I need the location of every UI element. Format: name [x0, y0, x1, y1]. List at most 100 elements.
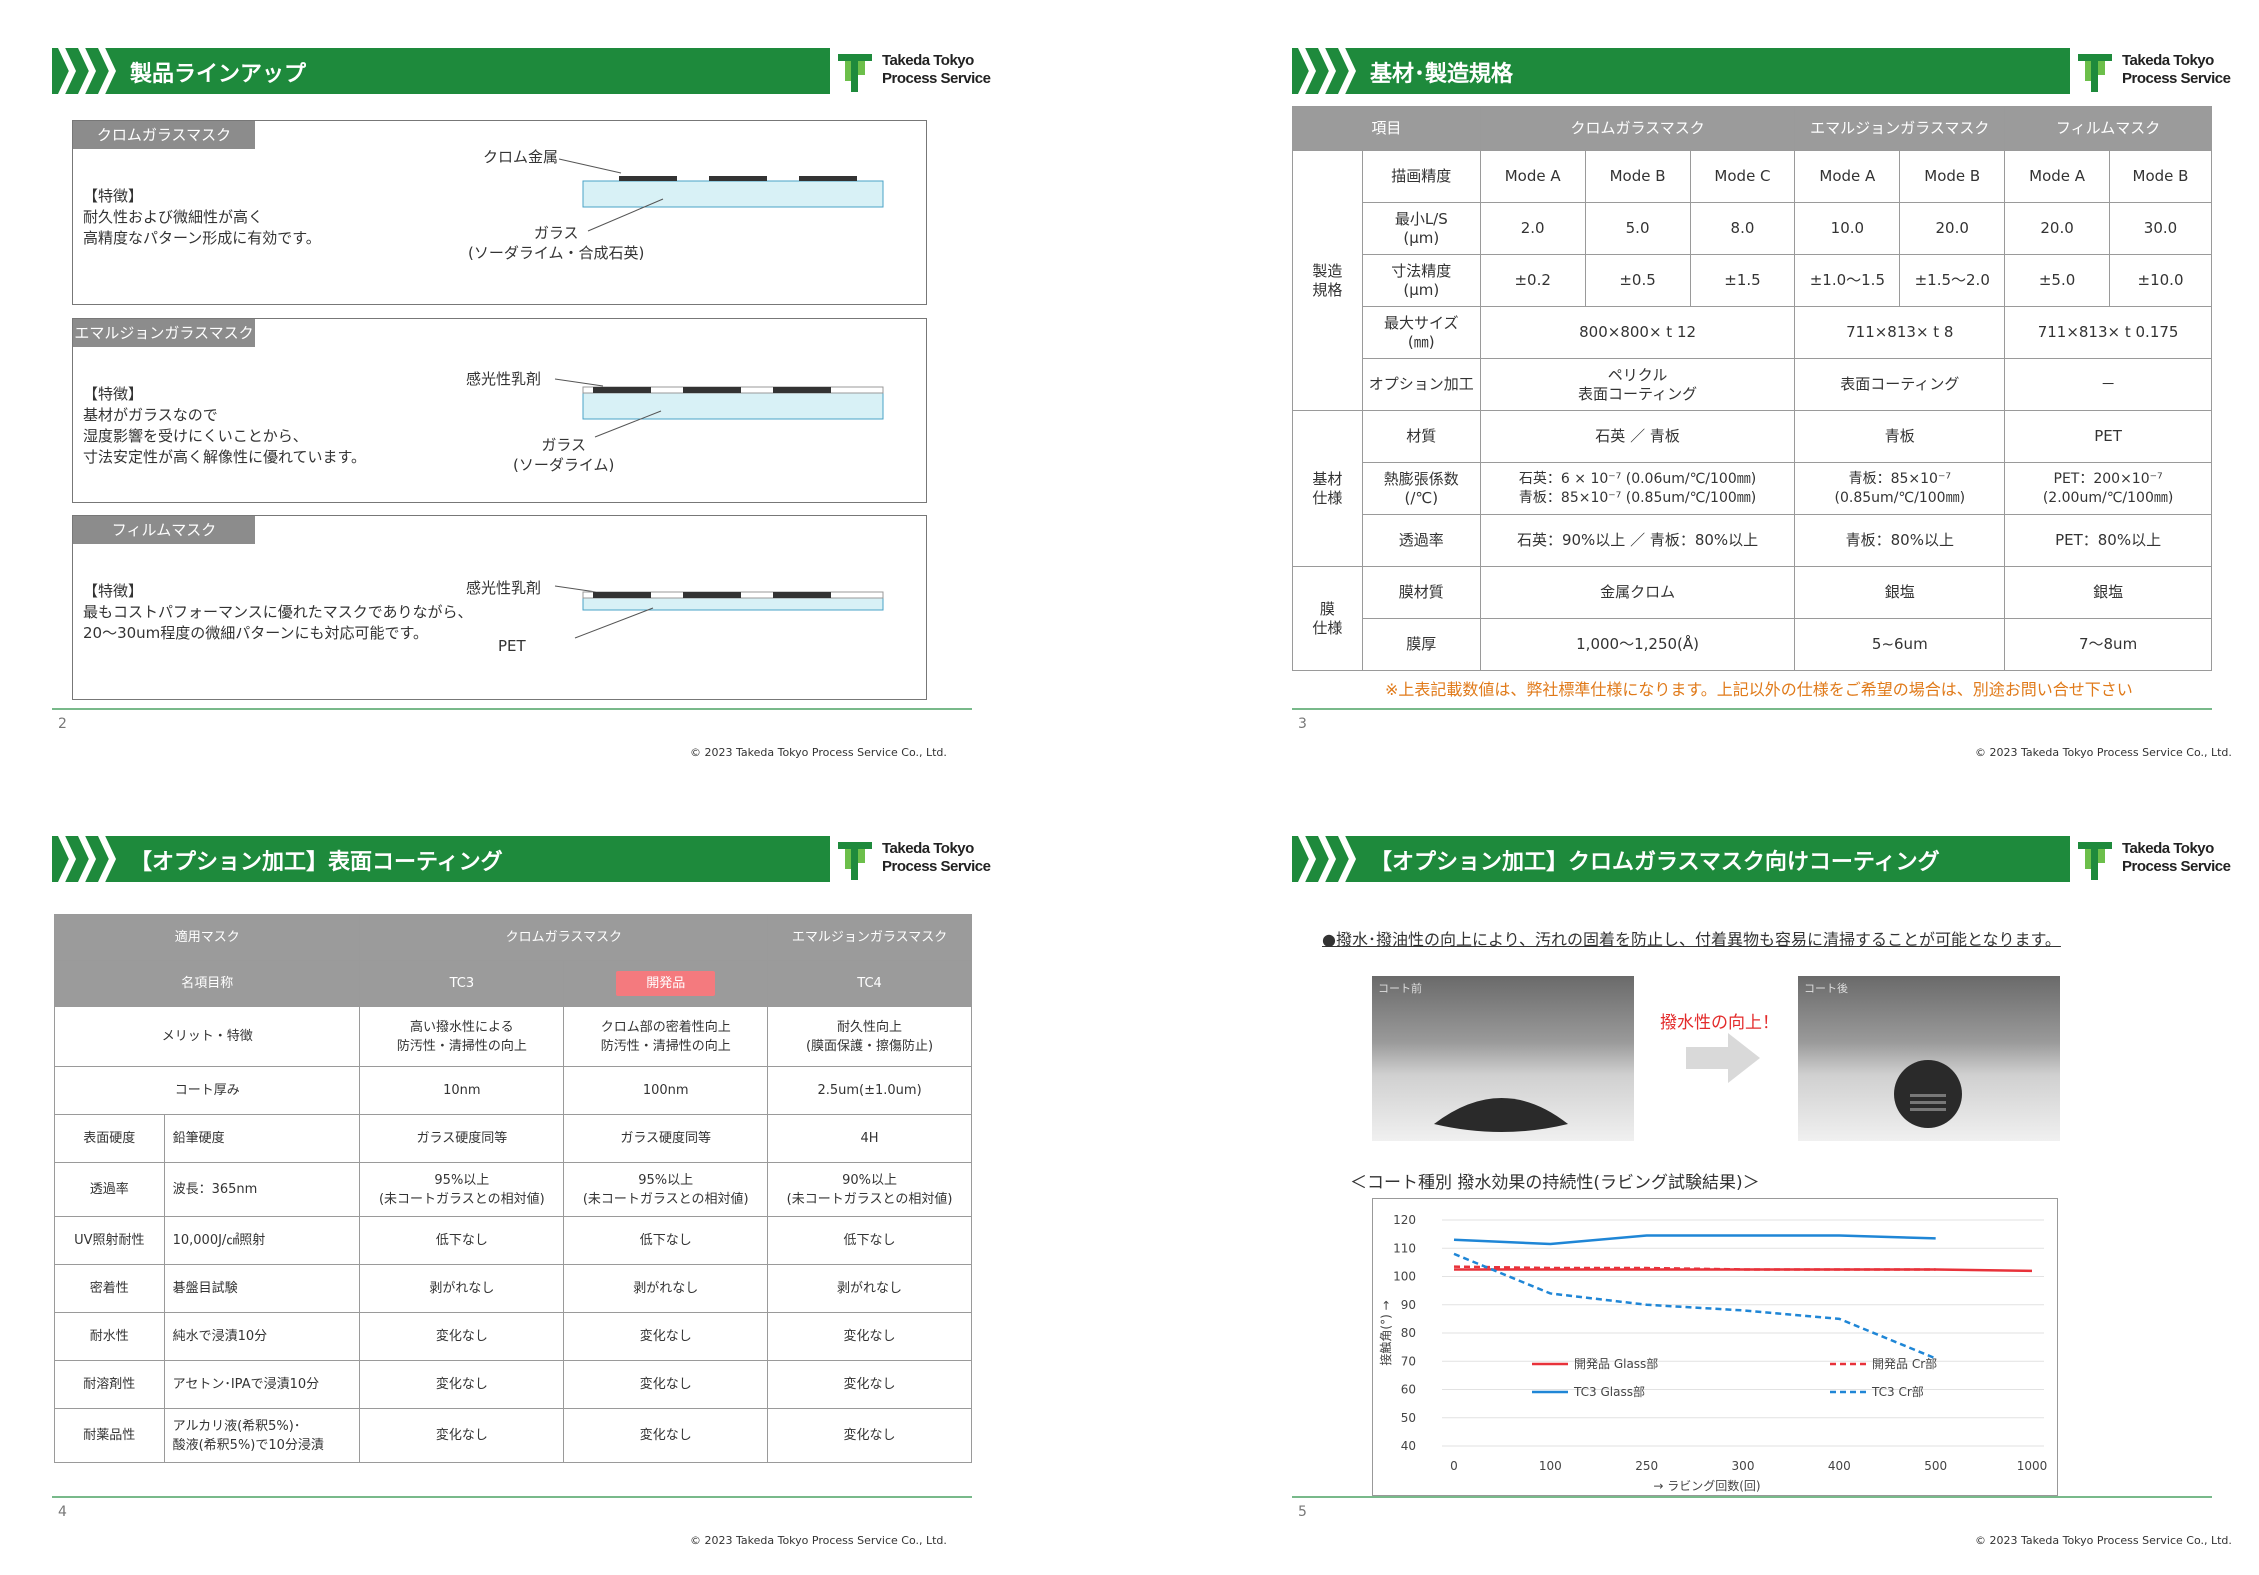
callout-label: 感光性乳剤 [466, 579, 542, 597]
copyright: © 2023 Takeda Tokyo Process Service Co.,… [1975, 746, 2232, 759]
group-label: 膜 仕様 [1292, 566, 1363, 671]
chevron-icon [98, 836, 116, 882]
row-label: 透過率 [54, 1162, 165, 1217]
series-line [1453, 1252, 1937, 1360]
table-header: クロムガラスマスク [359, 914, 769, 961]
row-label: 耐溶剤性 [54, 1360, 165, 1409]
logo-mark-icon [838, 54, 872, 92]
cell: 銀塩 [1794, 566, 2006, 619]
photo-label: コート前 [1378, 982, 1422, 995]
cell: 変化なし [359, 1312, 565, 1361]
cell: 青板 [1794, 410, 2006, 463]
cell: 青板：80%以上 [1794, 514, 2006, 567]
footer-line [1292, 708, 2212, 710]
cell: 5.0 [1584, 202, 1691, 255]
slide-header-bar: 【オプション加工】表面コーティング [52, 836, 982, 882]
row-label: 寸法精度 (μm) [1361, 254, 1481, 307]
chrome-mask-diagram [558, 158, 884, 232]
cell: 変化なし [359, 1360, 565, 1409]
logo-mark-icon [2078, 54, 2112, 92]
chevron-icon [1318, 48, 1336, 94]
chart-frame [1372, 1198, 2058, 1496]
y-tick-label: 80 [1401, 1326, 1416, 1340]
row-label: 膜材質 [1361, 566, 1481, 619]
cell: 変化なし [767, 1408, 972, 1463]
x-axis-label: → ラビング回数(回) [1653, 1478, 1760, 1493]
row-condition: アルカリ液(希釈5%)･ 酸液(希釈5%)で10分浸漬 [163, 1408, 361, 1463]
page-number: 4 [58, 1504, 67, 1520]
cell: ±0.2 [1479, 254, 1586, 307]
legend-label: TC3 Cr部 [1871, 1384, 1924, 1399]
product-box-chrome: クロムガラスマスク 【特徴】 耐久性および微細性が高く 高精度なパターン形成に有… [72, 120, 927, 305]
cell: 変化なし [563, 1360, 769, 1409]
row-label: 最大サイズ (㎜) [1361, 306, 1481, 359]
cell: クロム部の密着性向上 防汚性・清掃性の向上 [563, 1006, 769, 1067]
cell: ペリクル 表面コーティング [1479, 358, 1796, 411]
row-label: UV照射耐性 [54, 1216, 165, 1265]
callout-label: ガラス (ソーダライム) [513, 436, 615, 474]
x-tick-label: 500 [1924, 1459, 1947, 1473]
chevron-icon [1298, 48, 1316, 94]
page-number: 3 [1298, 716, 1307, 732]
y-tick-label: 40 [1401, 1439, 1416, 1453]
cell: Mode A [1794, 150, 1901, 203]
cell: 表面コーティング [1794, 358, 2006, 411]
row-label: 最小L/S (μm) [1361, 202, 1481, 255]
row-condition: アセトン･IPAで浸漬10分 [163, 1360, 361, 1409]
table-header: エマルジョンガラスマスク [1794, 106, 2006, 151]
table-header: TC3 [359, 960, 565, 1007]
cell: 711×813× t 8 [1794, 306, 2006, 359]
callout-label: ガラス (ソーダライム・合成石英) [468, 224, 645, 262]
row-label: 耐水性 [54, 1312, 165, 1361]
row-condition: 鉛筆硬度 [163, 1114, 361, 1163]
chevron-icon [1318, 836, 1336, 882]
callout-label: 感光性乳剤 [466, 370, 542, 388]
cell: 銀塩 [2004, 566, 2212, 619]
cell: ±10.0 [2109, 254, 2212, 307]
chevron-icon [78, 48, 96, 94]
spec-table: 項目 クロムガラスマスク エマルジョンガラスマスク フィルムマスク 製造 規格 … [1292, 106, 2212, 671]
cell: 30.0 [2109, 202, 2212, 255]
cell: 8.0 [1689, 202, 1796, 255]
slide-title: 基材･製造規格 [1370, 62, 1514, 87]
cell: 変化なし [767, 1312, 972, 1361]
table-header: クロムガラスマスク [1479, 106, 1796, 151]
cell: PET：200×10⁻⁷ (2.00um/℃/100㎜) [2004, 462, 2212, 515]
row-label: メリット・特徴 [53, 1006, 361, 1067]
cell: 耐久性向上 (膜面保護・擦傷防止) [767, 1006, 972, 1067]
droplet-flat-icon [1434, 1098, 1568, 1132]
cell: ガラス硬度同等 [563, 1114, 769, 1163]
logo-text: Process Service [2122, 858, 2231, 875]
cell: － [2004, 358, 2212, 411]
chevron-icon [78, 836, 96, 882]
box-label: エマルジョンガラスマスク [73, 319, 255, 347]
cell: 2.0 [1479, 202, 1586, 255]
logo-text: Process Service [882, 858, 991, 875]
logo-text: Process Service [2122, 70, 2231, 87]
cell: Mode A [1479, 150, 1586, 203]
logo-mark-icon [2078, 842, 2112, 880]
company-logo: Takeda Tokyo Process Service [2070, 46, 2250, 98]
cell: 変化なし [767, 1360, 972, 1409]
chevron-icon [1298, 836, 1316, 882]
row-label: 密着性 [54, 1264, 165, 1313]
box-description: 【特徴】 最もコストパフォーマンスに優れたマスクでありながら、 20～30um程… [83, 582, 473, 642]
copyright: © 2023 Takeda Tokyo Process Service Co.,… [690, 1534, 947, 1547]
film-mask-diagram [554, 585, 884, 639]
series-line [1453, 1265, 1936, 1271]
cell: 変化なし [359, 1408, 565, 1463]
y-tick-label: 60 [1401, 1383, 1416, 1397]
row-label: 表面硬度 [54, 1114, 165, 1163]
cell: 変化なし [563, 1408, 769, 1463]
cell: Mode B [1584, 150, 1691, 203]
logo-text: Takeda Tokyo [882, 52, 974, 69]
legend-label: 開発品 Cr部 [1872, 1356, 1937, 1371]
table-row: 耐溶剤性 アセトン･IPAで浸漬10分 変化なし 変化なし 変化なし [54, 1360, 972, 1409]
cell: 95%以上 (未コートガラスとの相対値) [563, 1162, 769, 1217]
slide-chrome-coating: 【オプション加工】クロムガラスマスク向けコーティング Takeda Tokyo P… [1130, 788, 2259, 1575]
slide-surface-coating: 【オプション加工】表面コーティング Takeda Tokyo Process Se… [0, 788, 1130, 1575]
y-tick-label: 120 [1393, 1213, 1416, 1227]
cell: 20.0 [1899, 202, 2006, 255]
series-line [1454, 1268, 2033, 1273]
cell: 100nm [563, 1066, 769, 1115]
